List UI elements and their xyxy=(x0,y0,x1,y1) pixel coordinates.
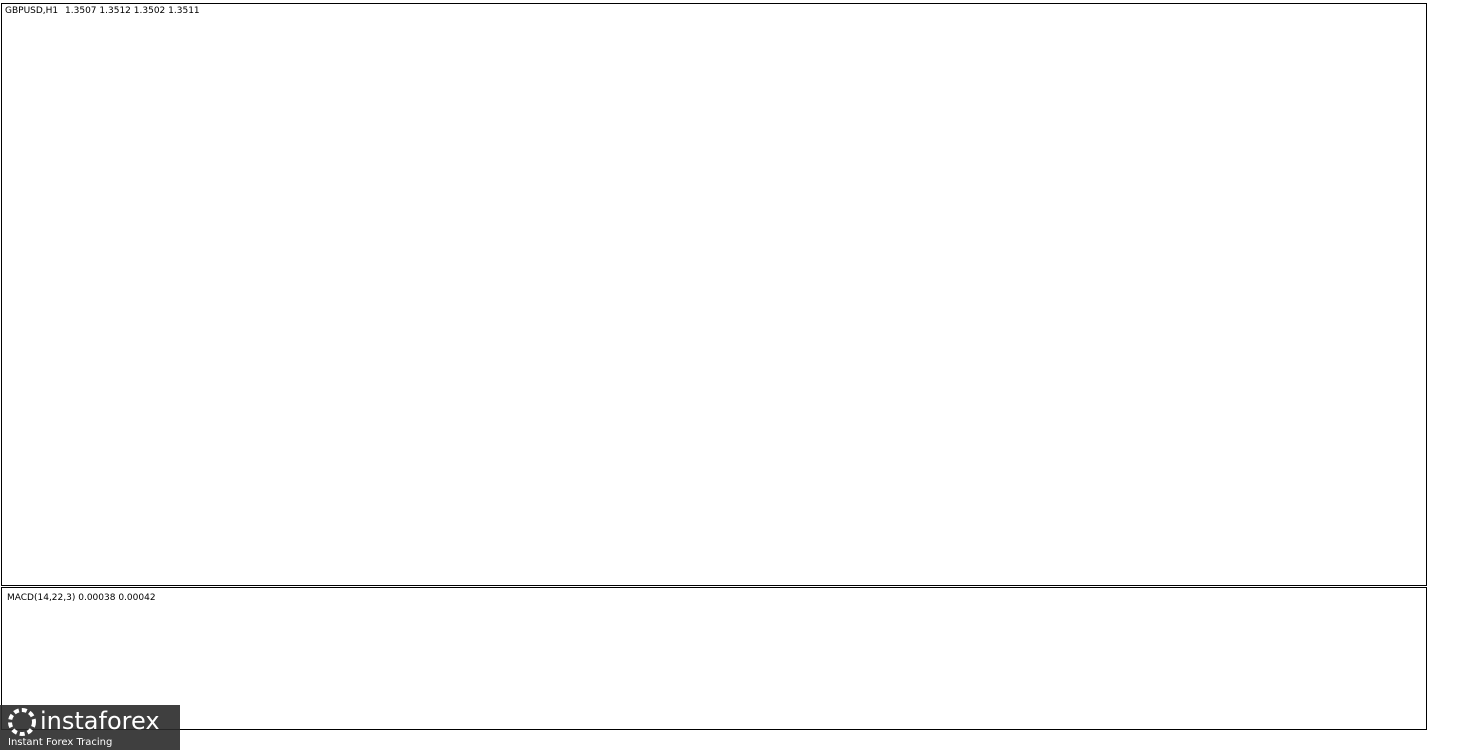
logo-icon xyxy=(8,708,36,736)
logo-name: instaforex xyxy=(40,707,160,735)
high-value: 1.3512 xyxy=(99,6,131,16)
macd-frame xyxy=(1,587,1427,730)
open-value: 1.3507 xyxy=(65,6,97,16)
macd-header: MACD(14,22,3) 0.00038 0.00042 xyxy=(7,593,156,603)
macd-value: 0.00038 xyxy=(78,593,115,603)
close-value: 1.3511 xyxy=(168,6,200,16)
chart-header: GBPUSD,H1 1.3507 1.3512 1.3502 1.3511 xyxy=(5,6,200,16)
low-value: 1.3502 xyxy=(134,6,166,16)
macd-title: MACD(14,22,3) xyxy=(7,593,75,603)
signal-value: 0.00042 xyxy=(118,593,155,603)
logo: instaforex Instant Forex Tracing xyxy=(0,705,180,750)
logo-tagline: Instant Forex Tracing xyxy=(8,737,112,748)
price-frame xyxy=(1,3,1427,586)
symbol: GBPUSD,H1 xyxy=(5,6,58,16)
